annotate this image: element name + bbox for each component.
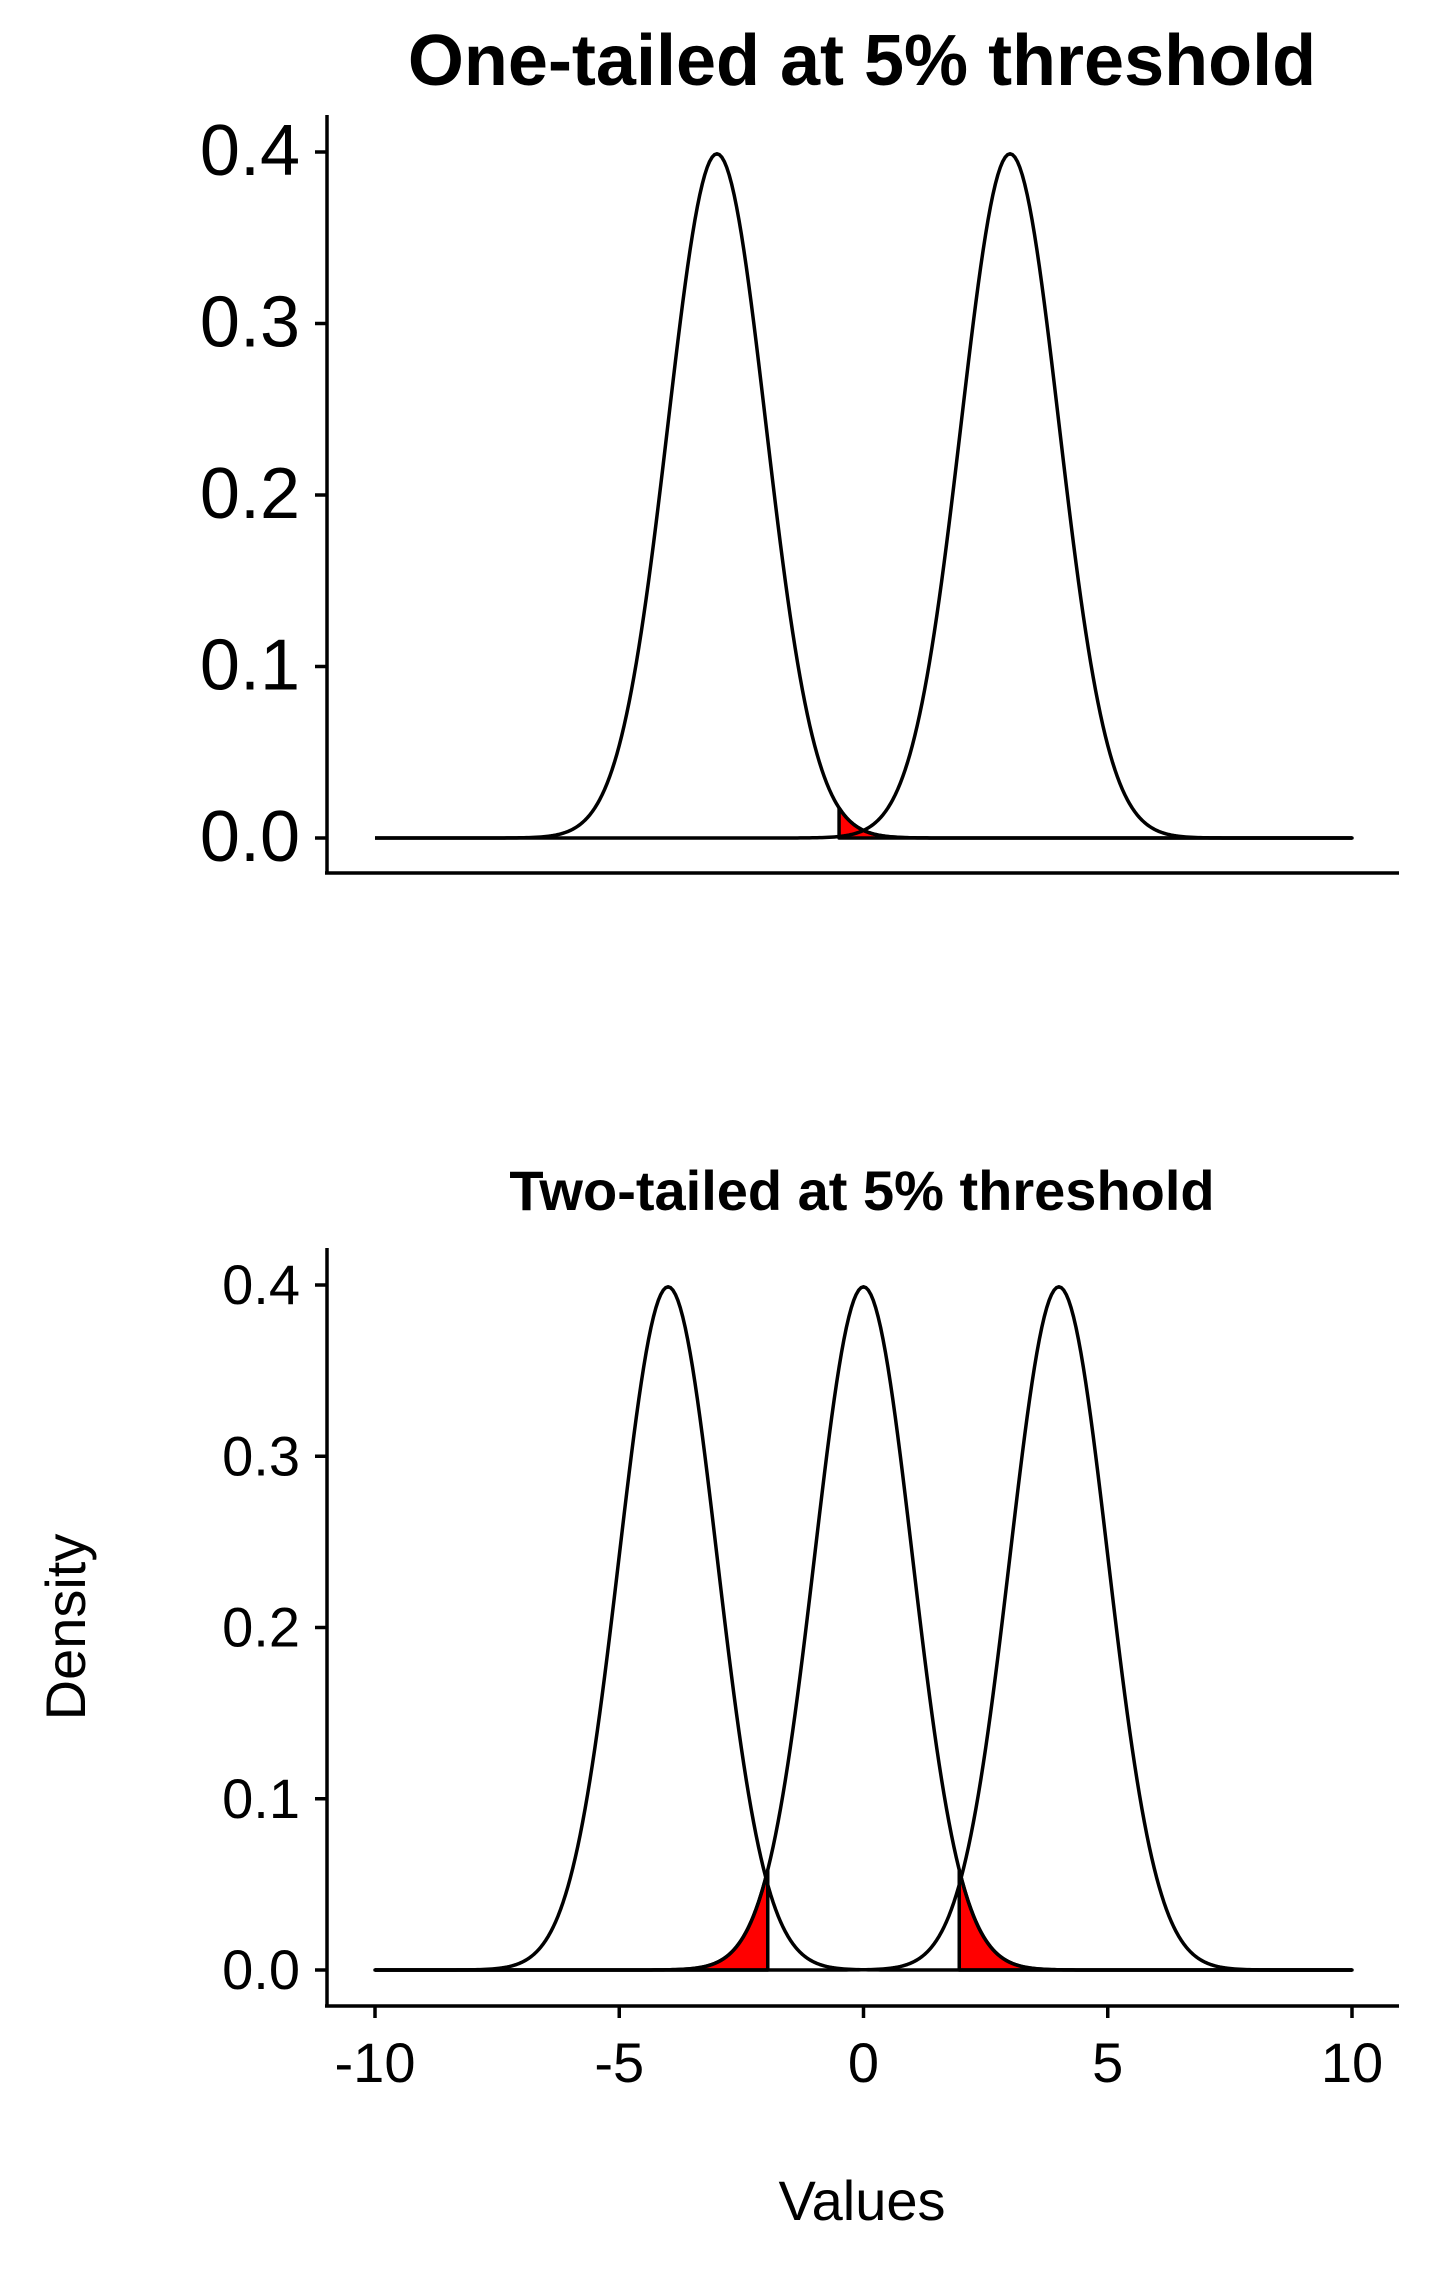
panel-two-tailed: Two-tailed at 5% threshold 0.00.10.20.30… <box>34 1159 1399 2232</box>
y-tick-label: 0.0 <box>200 797 300 877</box>
y-axis-label: Density <box>34 1534 97 1721</box>
panel-one-tailed: One-tailed at 5% threshold 0.00.10.20.30… <box>200 21 1399 877</box>
density-curve-3 <box>375 1285 1352 1972</box>
density-curve-1 <box>375 152 1352 840</box>
x-tick-label: 10 <box>1321 2031 1383 2094</box>
two-tailed-marks <box>373 1285 1354 1972</box>
y-tick-label: 0.0 <box>222 1938 300 2001</box>
y-axis-ticks: 0.0 0.1 0.2 0.3 0.4 <box>222 1253 327 2001</box>
x-tick-label: 0 <box>848 2031 879 2094</box>
y-tick-label: 0.4 <box>200 111 300 191</box>
shaded-region-2 <box>957 1868 1354 1972</box>
shaded-region-1 <box>373 1868 770 1972</box>
y-tick-label: 0.1 <box>200 626 300 706</box>
density-curve-2 <box>375 1285 1352 1972</box>
y-tick-label: 0.2 <box>200 454 300 534</box>
y-tick-label: 0.4 <box>222 1253 300 1316</box>
y-axis-ticks: 0.0 0.1 0.2 0.3 0.4 <box>200 111 327 877</box>
density-curve-1 <box>375 1285 1352 1972</box>
y-tick-label: 0.2 <box>222 1596 300 1659</box>
x-tick-label: 5 <box>1092 2031 1123 2094</box>
x-axis-ticks: -10 -5 0 5 10 <box>335 2006 1383 2094</box>
y-tick-label: 0.3 <box>222 1424 300 1487</box>
x-tick-label: -10 <box>335 2031 416 2094</box>
shaded-region-1 <box>837 806 1354 840</box>
one-tailed-marks <box>375 152 1354 840</box>
chart-title-one-tailed: One-tailed at 5% threshold <box>408 21 1316 101</box>
chart-title-two-tailed: Two-tailed at 5% threshold <box>509 1159 1214 1222</box>
x-axis-label: Values <box>778 2169 945 2232</box>
y-tick-label: 0.3 <box>200 283 300 363</box>
x-tick-label: -5 <box>594 2031 644 2094</box>
density-curve-2 <box>375 152 1352 840</box>
y-tick-label: 0.1 <box>222 1767 300 1830</box>
